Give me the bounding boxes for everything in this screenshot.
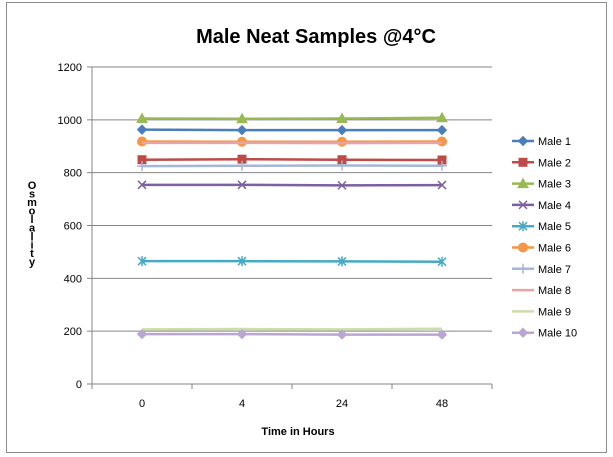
data-point: [436, 329, 448, 340]
data-point: [137, 256, 147, 267]
legend-marker: [518, 200, 528, 210]
legend-item: Male 7: [512, 264, 571, 276]
legend-label: Male 2: [538, 157, 571, 169]
data-point: [336, 112, 348, 124]
series-line: [141, 116, 443, 121]
series-line: [142, 259, 443, 263]
series-4: [137, 180, 447, 190]
data-point: [437, 136, 447, 147]
grid-layer: [92, 66, 492, 332]
series-line: [141, 164, 443, 168]
data-point: [237, 256, 247, 267]
data-point: [337, 180, 347, 190]
legend-item: Male 2: [512, 157, 571, 169]
data-point: [337, 136, 347, 147]
data-point: [136, 124, 148, 135]
series-layer: [136, 111, 448, 340]
legend-marker: [518, 157, 528, 167]
chart-svg: Male Neat Samples @4°C 0 200 400 600 800 1000…: [27, 26, 577, 438]
legend-marker: [518, 221, 528, 232]
y-tick-label: 0: [76, 379, 82, 391]
series-9: [141, 327, 443, 331]
series-7: [137, 160, 447, 172]
chart-frame: Male Neat Samples @4°C 0 200 400 600 800 1000…: [6, 2, 607, 453]
data-point: [437, 160, 447, 171]
data-point: [437, 180, 447, 190]
data-point: [137, 161, 147, 172]
data-point: [337, 160, 347, 171]
data-point: [336, 329, 348, 340]
series-line: [141, 157, 443, 162]
legend-marker: [518, 242, 528, 253]
legend-item: Male 1: [512, 135, 571, 148]
y-tick-label: 800: [64, 168, 82, 180]
y-tick-label: 600: [64, 221, 82, 233]
data-point: [237, 160, 247, 171]
data-point: [237, 180, 247, 190]
data-point: [236, 328, 248, 340]
legend-label: Male 10: [538, 328, 577, 340]
legend-item: Male 3: [512, 177, 571, 191]
chart-title: Male Neat Samples @4°C: [196, 26, 436, 48]
data-point: [436, 111, 448, 123]
legend-item: Male 5: [512, 221, 571, 233]
legend-marker: [517, 327, 529, 338]
legend-marker: [517, 177, 529, 189]
x-tick-label: 24: [336, 398, 348, 410]
legend-item: Male 8: [512, 285, 571, 297]
y-tick-label: 400: [64, 273, 82, 285]
legend-label: Male 9: [538, 306, 571, 318]
legend-label: Male 1: [538, 136, 571, 148]
series-10: [136, 328, 448, 340]
data-point: [136, 328, 148, 340]
data-point: [437, 256, 447, 267]
x-axis-title: Time in Hours: [261, 426, 334, 438]
data-point: [236, 112, 248, 124]
data-point: [236, 124, 248, 136]
legend-item: Male 6: [512, 242, 571, 255]
x-tick-label: 48: [436, 398, 448, 410]
data-point: [137, 136, 147, 147]
series-5: [137, 256, 447, 267]
data-point: [137, 180, 147, 190]
y-tick-label: 1000: [58, 115, 82, 127]
legend-label: Male 8: [538, 285, 571, 297]
data-point: [136, 112, 148, 124]
legend-label: Male 3: [538, 179, 571, 191]
legend-item: Male 9: [512, 306, 571, 318]
legend-label: Male 5: [538, 221, 571, 233]
series-2: [137, 154, 447, 165]
data-point: [436, 124, 448, 136]
x-tick-label: 4: [239, 398, 245, 410]
axis-layer: 0 200 400 600 800 1000 1200 0 4 24 48: [58, 62, 493, 410]
legend-marker: [518, 263, 528, 274]
series-line: [142, 332, 442, 336]
legend-label: Male 4: [538, 200, 571, 212]
series-line: [141, 327, 443, 331]
legend: Male 1 Male 2 Male 3 Male 4 Male 5 Male 6 Male…: [512, 135, 577, 340]
y-tick-label: 200: [64, 326, 82, 338]
legend-marker: [517, 135, 529, 147]
legend-label: Male 7: [538, 264, 571, 276]
series-line: [142, 183, 443, 187]
series-3: [136, 111, 448, 124]
data-point: [336, 124, 348, 136]
legend-item: Male 10: [512, 327, 577, 340]
x-tick-label: 0: [139, 398, 145, 410]
series-1: [136, 124, 448, 136]
legend-item: Male 4: [512, 200, 571, 212]
legend-label: Male 6: [538, 243, 571, 255]
y-tick-label: 1200: [58, 62, 82, 74]
series-line: [141, 128, 442, 132]
data-point: [337, 256, 347, 267]
